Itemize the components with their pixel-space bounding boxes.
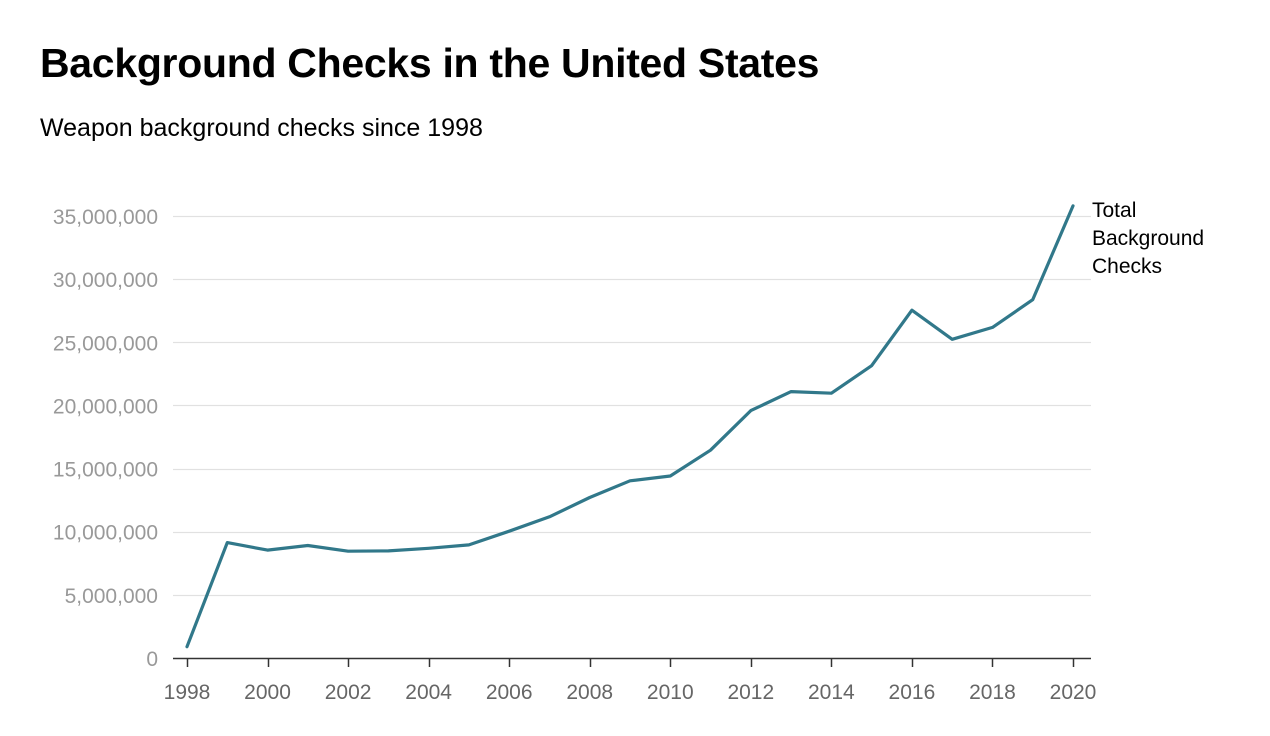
chart-subtitle: Weapon background checks since 1998	[40, 114, 483, 142]
y-tick-label: 35,000,000	[53, 206, 158, 229]
y-tick-label: 15,000,000	[53, 459, 158, 482]
x-tick-label: 2000	[244, 681, 291, 704]
x-tick-label: 2018	[969, 681, 1016, 704]
x-tick-label: 2012	[727, 681, 774, 704]
y-tick-label: 20,000,000	[53, 395, 158, 418]
x-tick-label: 2010	[647, 681, 694, 704]
series-label-line: Total	[1092, 199, 1136, 222]
x-tick-label: 2014	[808, 681, 855, 704]
x-tick-label: 2016	[889, 681, 936, 704]
x-tick-label: 2020	[1050, 681, 1097, 704]
series-label-line: Background	[1092, 227, 1204, 250]
x-tick-label: 2004	[405, 681, 452, 704]
y-tick-label: 0	[146, 648, 158, 671]
y-tick-label: 10,000,000	[53, 522, 158, 545]
gridlines	[173, 215, 1091, 597]
series-label: Total Background Checks	[1092, 199, 1204, 278]
series-lines	[185, 204, 1075, 649]
y-tick-label: 25,000,000	[53, 332, 158, 355]
x-tick-label: 2006	[486, 681, 533, 704]
series-label-line: Checks	[1092, 255, 1162, 278]
chart-title: Background Checks in the United States	[40, 40, 820, 86]
x-tick-label: 2008	[566, 681, 613, 704]
series-line-0	[185, 204, 1075, 649]
y-tick-label: 5,000,000	[65, 585, 158, 608]
x-tick-label: 2002	[325, 681, 372, 704]
series-labels: Total Background Checks	[1092, 199, 1204, 278]
y-tick-label: 30,000,000	[53, 269, 158, 292]
x-tick-label: 1998	[164, 681, 211, 704]
axes: 0 5,000,000 10,000,000 15,000,000 20,000,000…	[53, 206, 1096, 704]
